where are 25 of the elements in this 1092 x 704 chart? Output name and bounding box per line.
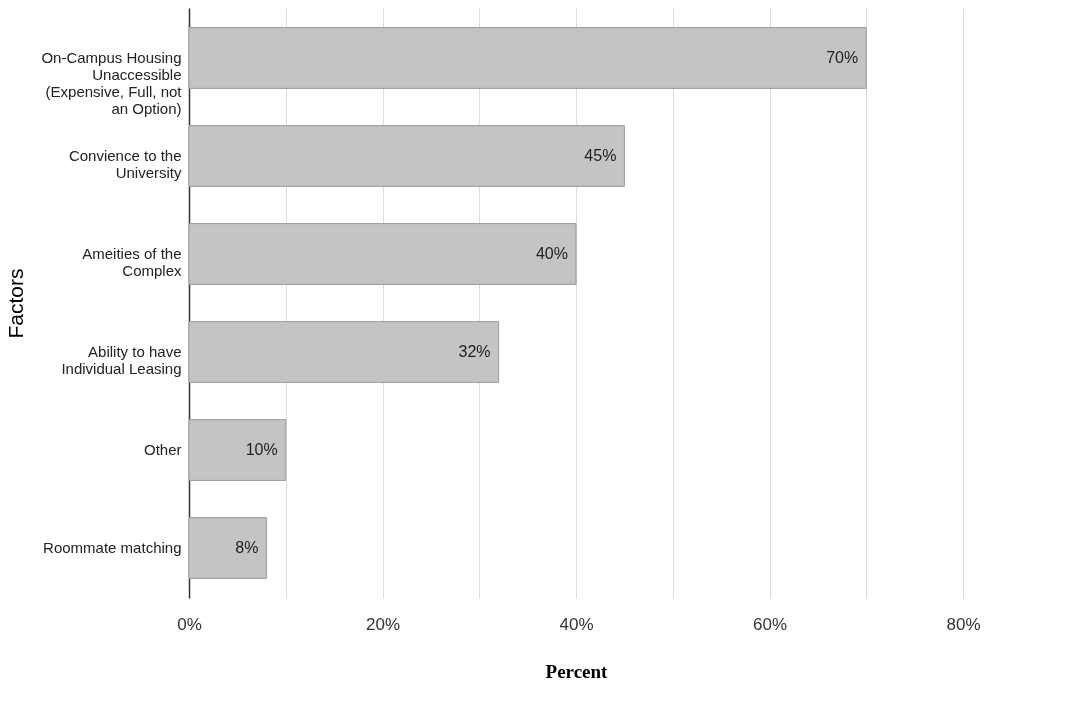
y-tick-label: Convience to the University [68, 146, 182, 181]
x-tick-label: 0% [177, 614, 202, 634]
x-tick-label: 40% [559, 614, 594, 634]
data-label: 70% [826, 48, 859, 66]
data-label: 8% [235, 539, 259, 557]
y-tick-label: Roommate matching [43, 539, 182, 557]
y-tick-label: Ameities of the Complex [82, 245, 182, 279]
x-axis-title: Percent [545, 660, 609, 682]
y-tick-label: On-Campus Housing Unaccessible (Expensive, Full, not an Option) [41, 48, 183, 117]
bar [188, 125, 625, 187]
bar [188, 223, 577, 285]
x-tick-label: 60% [752, 614, 788, 634]
y-tick-label: Ability to have Individual Leasing [61, 343, 182, 377]
y-tick-label: Other [143, 441, 182, 459]
bar [188, 419, 287, 481]
bar [188, 517, 267, 579]
x-tick-label: 20% [365, 614, 401, 634]
data-label: 10% [245, 441, 278, 459]
data-label: 40% [535, 245, 568, 262]
y-axis-title: Factors [4, 268, 28, 339]
bar [188, 27, 867, 89]
data-label: 32% [458, 343, 491, 360]
bar [188, 321, 500, 383]
x-tick-label: 80% [946, 614, 981, 634]
data-label: 45% [584, 146, 617, 164]
